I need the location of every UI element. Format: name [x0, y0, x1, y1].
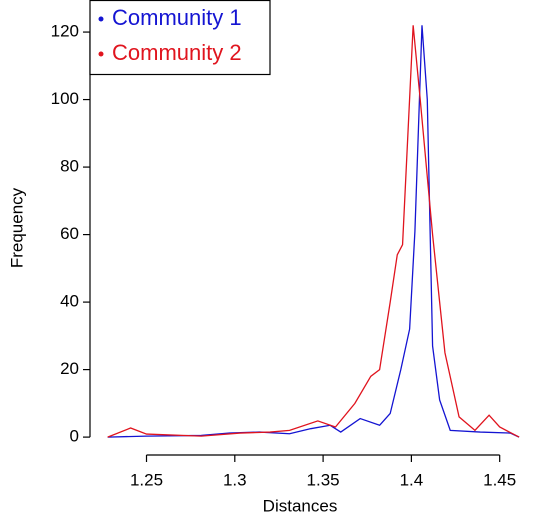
y-axis-label: Frequency: [7, 187, 26, 268]
line: [107, 25, 520, 438]
legend-label: Community 1: [112, 5, 242, 30]
line: [107, 25, 520, 438]
x-tick-label: 1.25: [130, 470, 163, 489]
legend-marker: [98, 16, 104, 22]
y-tick-label: 40: [60, 292, 79, 311]
x-tick-label: 1.35: [307, 470, 340, 489]
x-axis-label: Distances: [263, 496, 338, 515]
x-tick-label: 1.3: [223, 470, 247, 489]
y-tick-label: 0: [70, 427, 79, 446]
legend-marker: [98, 51, 104, 57]
x-tick-label: 1.4: [400, 470, 424, 489]
x-tick-label: 1.45: [483, 470, 516, 489]
legend-label: Community 2: [112, 40, 242, 65]
legend-box: [89, 0, 271, 76]
y-tick-label: 60: [60, 224, 79, 243]
y-tick-label: 120: [51, 22, 79, 41]
y-tick-label: 80: [60, 157, 79, 176]
y-tick-label: 20: [60, 359, 79, 378]
y-tick-label: 100: [51, 89, 79, 108]
